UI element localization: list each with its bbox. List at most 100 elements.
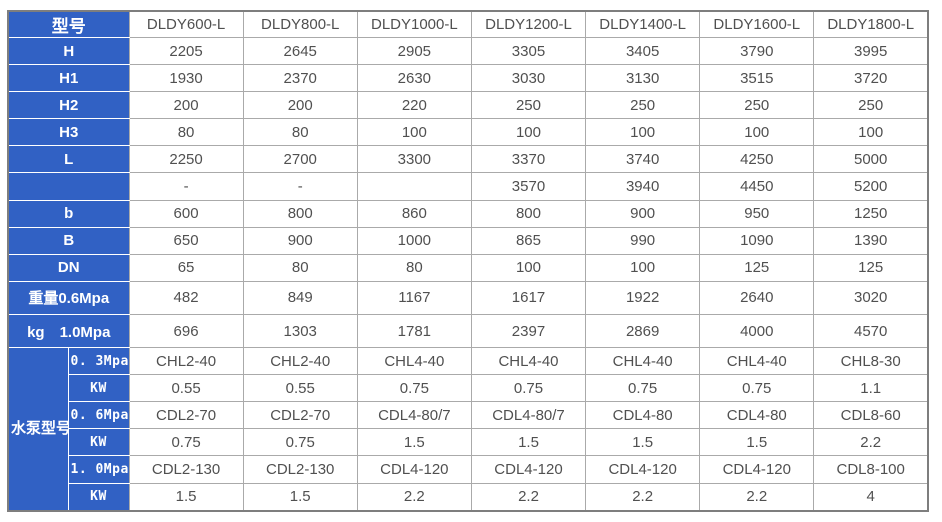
pump-spec-cell: CHL4-40 (585, 347, 701, 376)
pump-spec-cell: 1.5 (585, 428, 701, 457)
row-label: DN (7, 253, 130, 282)
pump-spec-cell: CHL4-40 (356, 347, 472, 376)
spec-cell: 865 (470, 226, 587, 255)
row-label: 重量0.6Mpa (7, 280, 130, 315)
spec-cell: 80 (242, 118, 358, 147)
spec-cell: 2397 (470, 313, 587, 349)
spec-cell: 100 (585, 253, 701, 282)
spec-cell: 125 (699, 253, 815, 282)
spec-cell: 3030 (470, 64, 587, 93)
spec-row: - - 3570 3940 4450 5200 (7, 172, 929, 201)
spec-cell: 800 (242, 199, 358, 228)
spec-cell: 250 (585, 91, 701, 120)
spec-cell: 900 (585, 199, 701, 228)
spec-cell: 482 (128, 280, 244, 315)
spec-cell: 65 (128, 253, 244, 282)
spec-cell: 3305 (470, 36, 587, 66)
spec-cell: 200 (242, 91, 358, 120)
column-header-model: DLDY800-L (242, 10, 358, 38)
pump-spec-cell: 2.2 (356, 482, 472, 512)
spec-row: b 600 800 860 800 900 950 1250 (7, 199, 929, 228)
pump-spec-cell: 0.75 (128, 428, 244, 457)
spec-cell: 1250 (813, 199, 929, 228)
pump-spec-cell: 0.55 (128, 374, 244, 403)
pump-spec-cell: CDL4-80 (585, 401, 701, 430)
pump-spec-cell: 0.55 (242, 374, 358, 403)
pump-spec-cell: 1.5 (356, 428, 472, 457)
pump-sub-label: KW (67, 482, 130, 512)
spec-cell: 2640 (699, 280, 815, 315)
column-header-model: DLDY1000-L (356, 10, 472, 38)
spec-row: H2 200 200 220 250 250 250 250 (7, 91, 929, 120)
column-header-model: DLDY1400-L (585, 10, 701, 38)
spec-cell: 3720 (813, 64, 929, 93)
pump-spec-cell: 4 (813, 482, 929, 512)
spec-row: B 650 900 1000 865 990 1090 1390 (7, 226, 929, 255)
spec-cell: 100 (470, 253, 587, 282)
pump-spec-cell: CDL4-120 (356, 455, 472, 484)
spec-cell: 2370 (242, 64, 358, 93)
pump-spec-cell: CDL4-80 (699, 401, 815, 430)
table-header: 型号 DLDY600-L DLDY800-L DLDY1000-L DLDY1200-… (7, 10, 929, 38)
spec-cell: 4450 (699, 172, 815, 201)
pump-spec-row: KW 0.75 0.75 1.5 1.5 1.5 1.5 2.2 (8, 428, 929, 457)
spec-cell: 3515 (699, 64, 815, 93)
spec-cell: 2645 (242, 36, 358, 66)
spec-cell: 1167 (356, 280, 472, 315)
spec-cell: 3020 (813, 280, 929, 315)
model-header-label: 型号 (7, 10, 130, 38)
pump-spec-cell: CDL2-130 (242, 455, 358, 484)
pump-spec-cell: CHL8-30 (813, 347, 929, 376)
pump-section-label: 水泵型号 (7, 347, 69, 512)
spec-row: H 2205 2645 2905 3305 3405 3790 3995 (7, 36, 929, 66)
pump-spec-row: KW 0.55 0.55 0.75 0.75 0.75 0.75 1.1 (8, 374, 929, 403)
pump-spec-cell: CDL4-80/7 (470, 401, 587, 430)
spec-cell: 696 (128, 313, 244, 349)
pump-sub-label: 0. 3Mpa (67, 347, 130, 376)
spec-cell: 100 (356, 118, 472, 147)
spec-cell: 3570 (470, 172, 587, 201)
column-header-model: DLDY1800-L (813, 10, 929, 38)
spec-row: H3 80 80 100 100 100 100 100 (7, 118, 929, 147)
pump-spec-cell: CDL4-80/7 (356, 401, 472, 430)
row-label (7, 172, 130, 201)
pump-spec-cell: CDL4-120 (470, 455, 587, 484)
pump-spec-cell: CDL8-100 (813, 455, 929, 484)
spec-cell: - (128, 172, 244, 201)
row-label: B (7, 226, 130, 255)
pump-spec-cell: CHL4-40 (699, 347, 815, 376)
spec-cell: 2205 (128, 36, 244, 66)
spec-cell: 3790 (699, 36, 815, 66)
spec-cell: 3995 (813, 36, 929, 66)
pump-spec-cell: 1.5 (470, 428, 587, 457)
pump-spec-cell: 0.75 (242, 428, 358, 457)
spec-cell: 220 (356, 91, 472, 120)
spec-cell: 4000 (699, 313, 815, 349)
pump-spec-table: 型号 DLDY600-L DLDY800-L DLDY1000-L DLDY1200-… (7, 10, 929, 512)
pump-spec-cell: 2.2 (813, 428, 929, 457)
pump-spec-row: 0. 6Mpa CDL2-70 CDL2-70 CDL4-80/7 CDL4-80/7 C… (8, 401, 929, 430)
spec-cell: 4570 (813, 313, 929, 349)
spec-row: H1 1930 2370 2630 3030 3130 3515 3720 (7, 64, 929, 93)
pump-sub-label: 1. 0Mpa (67, 455, 130, 484)
spec-cell: 2630 (356, 64, 472, 93)
pump-spec-cell: CHL4-40 (470, 347, 587, 376)
spec-cell: 80 (128, 118, 244, 147)
pump-spec-cell: CDL2-70 (242, 401, 358, 430)
spec-cell: 80 (356, 253, 472, 282)
pump-spec-cell: 1.5 (699, 428, 815, 457)
spec-cell: 4250 (699, 145, 815, 174)
pump-spec-row: 1. 0Mpa CDL2-130 CDL2-130 CDL4-120 CDL4-120 C… (8, 455, 929, 484)
column-header-model: DLDY600-L (128, 10, 244, 38)
pump-spec-cell: 0.75 (699, 374, 815, 403)
row-label: H (7, 36, 130, 66)
row-label: b (7, 199, 130, 228)
pump-spec-cell: 1.5 (242, 482, 358, 512)
pump-spec-row: KW 1.5 1.5 2.2 2.2 2.2 2.2 4 (8, 482, 929, 512)
spec-cell: 1922 (585, 280, 701, 315)
spec-cell: 2869 (585, 313, 701, 349)
spec-cell: 3130 (585, 64, 701, 93)
spec-row: L 2250 2700 3300 3370 3740 4250 5000 (7, 145, 929, 174)
spec-cell: 950 (699, 199, 815, 228)
